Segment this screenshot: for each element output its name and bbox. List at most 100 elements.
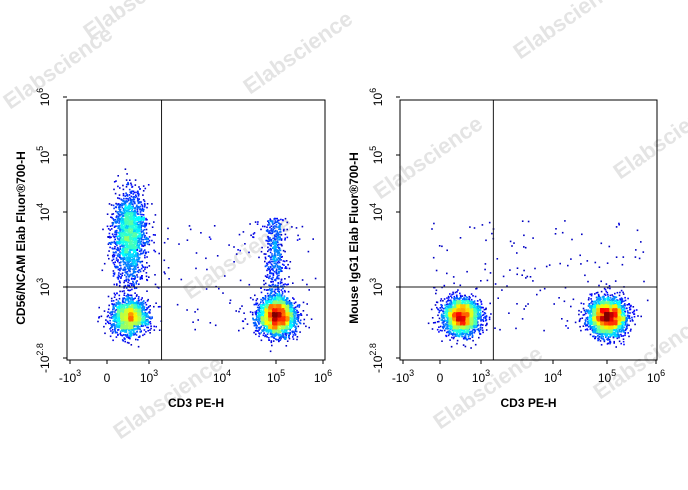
- event-dot: [147, 316, 150, 318]
- event-dot: [293, 298, 295, 300]
- event-dot: [153, 305, 155, 308]
- event-dot: [137, 237, 139, 239]
- event-dot: [277, 335, 280, 337]
- event-dot: [145, 314, 147, 317]
- event-dot: [145, 219, 147, 221]
- event-dot: [130, 195, 133, 198]
- event-dot: [125, 335, 127, 337]
- event-dot: [284, 237, 286, 240]
- event-dot: [119, 248, 121, 251]
- event-dot: [291, 317, 294, 319]
- event-dot: [116, 235, 119, 238]
- event-dot: [122, 258, 124, 261]
- event-dot: [293, 307, 295, 309]
- event-dot: [122, 243, 125, 245]
- event-dot: [116, 266, 118, 269]
- event-dot: [136, 197, 139, 200]
- event-dot: [261, 313, 264, 316]
- event-dot: [97, 320, 99, 323]
- event-dot: [128, 260, 130, 262]
- event-dot: [122, 212, 124, 215]
- event-dot: [136, 280, 138, 282]
- event-dot: [296, 304, 299, 307]
- event-dot: [120, 238, 123, 240]
- event-dot: [262, 225, 264, 228]
- event-dot: [136, 331, 138, 333]
- event-dot: [141, 302, 143, 305]
- event-dot: [131, 232, 134, 235]
- event-dot: [129, 273, 131, 276]
- event-dot: [168, 278, 170, 280]
- event-dot: [158, 252, 160, 255]
- event-dot: [272, 230, 274, 232]
- event-dot: [261, 318, 264, 320]
- event-dot: [122, 228, 124, 231]
- event-dot: [144, 256, 146, 259]
- event-dot: [267, 246, 269, 249]
- event-dot: [147, 318, 149, 321]
- event-dot: [258, 329, 260, 331]
- event-dot: [121, 235, 123, 238]
- event-dot: [131, 214, 134, 217]
- event-dot: [125, 210, 128, 212]
- event-dot: [314, 277, 317, 280]
- event-dot: [128, 194, 131, 196]
- event-dot: [131, 322, 133, 325]
- event-dot: [279, 330, 282, 333]
- event-dot: [263, 279, 265, 282]
- event-dot: [129, 259, 131, 261]
- event-dot: [113, 273, 116, 276]
- event-dot: [123, 201, 126, 204]
- event-dot: [112, 223, 114, 226]
- event-dot: [139, 311, 141, 314]
- event-dot: [298, 306, 300, 308]
- event-dot: [294, 301, 297, 304]
- event-dot: [142, 225, 144, 227]
- event-dot: [98, 306, 100, 309]
- event-dot: [209, 238, 212, 240]
- event-dot: [308, 326, 310, 329]
- event-dot: [135, 305, 138, 307]
- event-dot: [129, 274, 131, 277]
- event-dot: [124, 249, 126, 252]
- event-dot: [122, 232, 125, 234]
- event-dot: [274, 334, 277, 336]
- event-dot: [128, 269, 131, 272]
- event-dot: [126, 195, 129, 197]
- event-dot: [267, 329, 270, 332]
- event-dot: [136, 249, 138, 251]
- event-dot: [121, 306, 123, 309]
- event-dot: [139, 218, 142, 221]
- event-dot: [124, 236, 126, 238]
- event-dot: [118, 225, 120, 228]
- event-dot: [144, 254, 146, 257]
- event-dot: [272, 228, 274, 231]
- event-dot: [125, 280, 128, 282]
- event-dot: [267, 261, 270, 264]
- event-dot: [117, 253, 120, 255]
- event-dot: [218, 287, 220, 290]
- event-dot: [284, 321, 287, 324]
- event-dot: [137, 232, 139, 234]
- event-dot: [134, 213, 136, 215]
- event-dot: [283, 264, 285, 266]
- event-dot: [133, 235, 135, 238]
- event-dot: [139, 237, 141, 240]
- event-dot: [135, 316, 138, 318]
- event-dot: [269, 243, 271, 245]
- event-dot: [143, 200, 146, 203]
- event-dot: [127, 239, 130, 242]
- event-dot: [139, 270, 142, 273]
- event-dot: [138, 233, 141, 235]
- event-dot: [266, 333, 269, 336]
- event-dot: [266, 274, 269, 276]
- event-dot: [129, 257, 132, 260]
- event-dot: [276, 252, 279, 254]
- event-dot: [129, 251, 132, 254]
- event-dot: [261, 310, 264, 313]
- event-dot: [277, 266, 279, 269]
- event-dot: [139, 307, 142, 309]
- event-dot: [270, 332, 272, 334]
- event-dot: [118, 313, 120, 316]
- event-dot: [256, 325, 258, 327]
